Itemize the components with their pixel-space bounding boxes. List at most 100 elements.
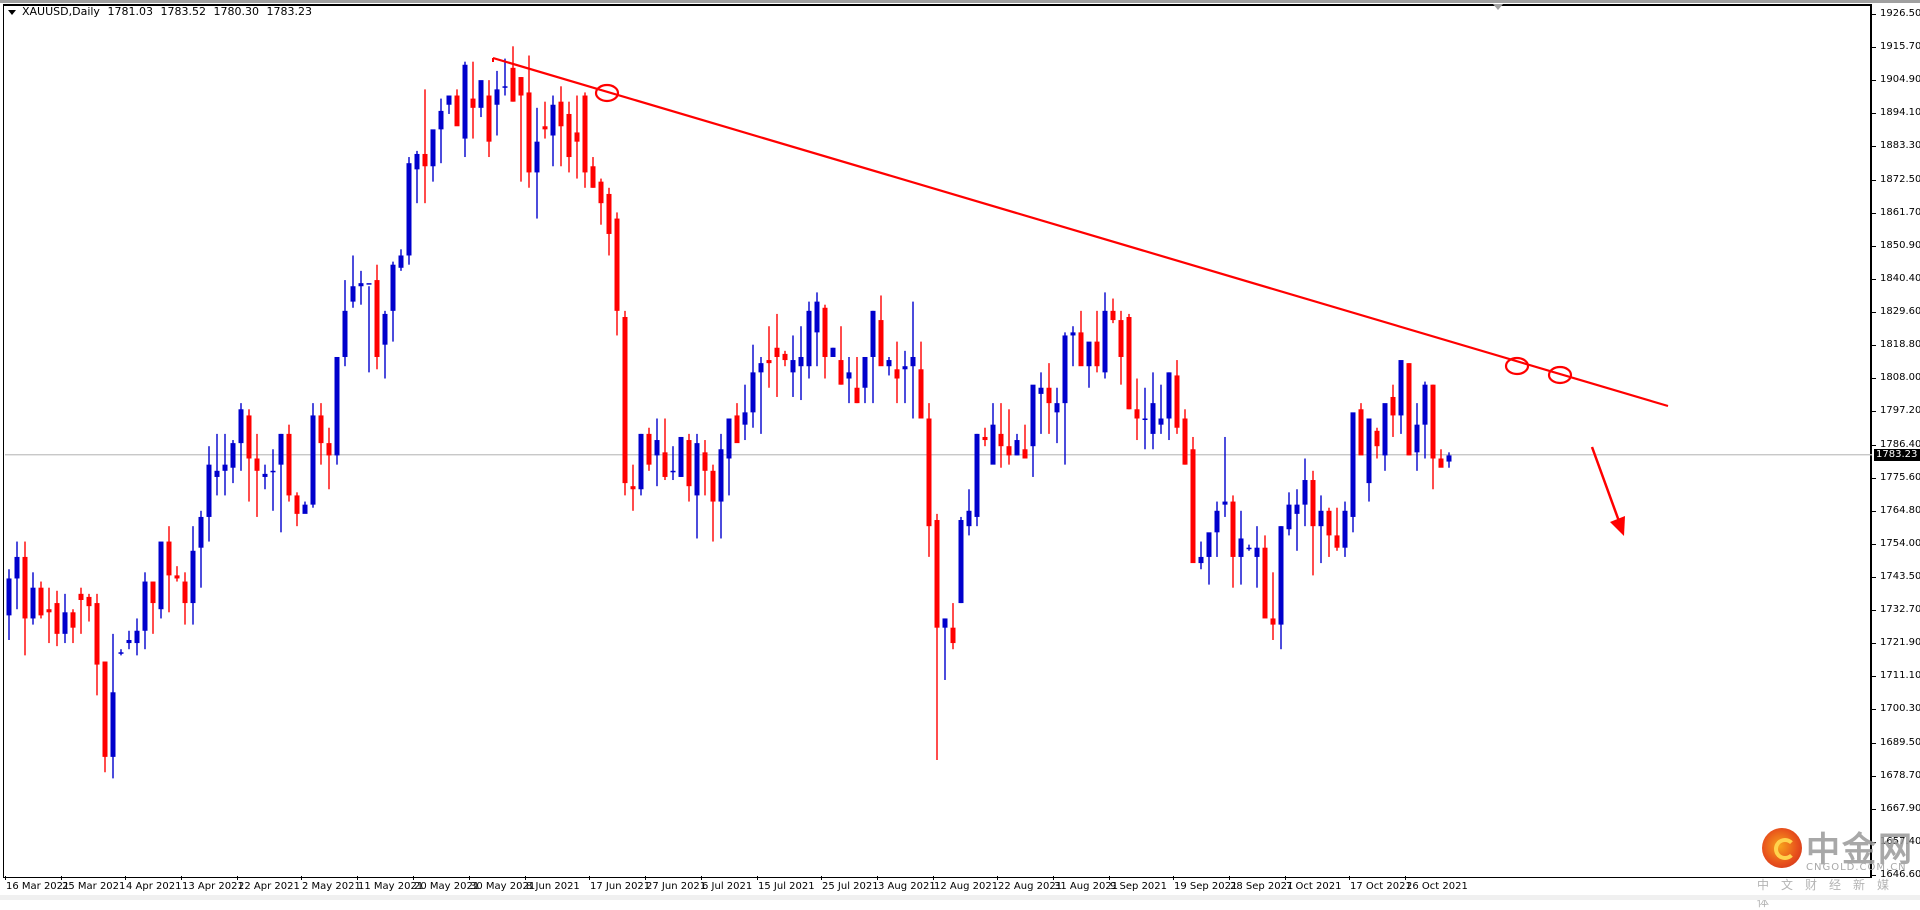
candle[interactable] bbox=[1342, 501, 1348, 557]
candle[interactable] bbox=[558, 86, 564, 167]
candle[interactable] bbox=[526, 55, 532, 188]
candle[interactable] bbox=[854, 356, 860, 404]
candle[interactable] bbox=[38, 581, 44, 619]
candle[interactable] bbox=[750, 344, 756, 428]
candle[interactable] bbox=[14, 541, 20, 610]
candle[interactable] bbox=[534, 107, 540, 219]
candle[interactable] bbox=[374, 264, 380, 370]
candle[interactable] bbox=[254, 433, 260, 517]
candle[interactable] bbox=[1086, 341, 1092, 388]
candle[interactable] bbox=[310, 403, 316, 508]
candle[interactable] bbox=[1390, 384, 1396, 437]
candle[interactable] bbox=[1158, 384, 1164, 434]
candle[interactable] bbox=[1318, 495, 1324, 564]
candle[interactable] bbox=[1046, 363, 1052, 434]
candle[interactable] bbox=[1278, 526, 1284, 650]
candle[interactable] bbox=[782, 350, 788, 367]
candle[interactable] bbox=[1238, 510, 1244, 585]
candle[interactable] bbox=[1070, 326, 1076, 367]
candle[interactable] bbox=[518, 77, 524, 182]
candle[interactable] bbox=[1190, 436, 1196, 564]
candle[interactable] bbox=[510, 46, 516, 102]
dropdown-triangle-icon[interactable] bbox=[8, 9, 16, 15]
candle[interactable] bbox=[990, 403, 996, 465]
candle[interactable] bbox=[470, 61, 476, 139]
candle[interactable] bbox=[1446, 452, 1452, 468]
candle[interactable] bbox=[78, 587, 84, 634]
candle[interactable] bbox=[798, 326, 804, 401]
candle[interactable] bbox=[1270, 572, 1276, 640]
candle[interactable] bbox=[1438, 449, 1444, 468]
candle[interactable] bbox=[998, 403, 1004, 468]
candle[interactable] bbox=[30, 572, 36, 625]
candle[interactable] bbox=[398, 249, 404, 271]
candle[interactable] bbox=[1182, 409, 1188, 465]
candle[interactable] bbox=[22, 541, 28, 656]
candle[interactable] bbox=[1054, 387, 1060, 444]
candle[interactable] bbox=[1142, 387, 1148, 450]
candle[interactable] bbox=[446, 95, 452, 114]
candle[interactable] bbox=[174, 566, 180, 582]
candle[interactable] bbox=[94, 593, 100, 696]
candle[interactable] bbox=[1406, 363, 1412, 456]
candle[interactable] bbox=[654, 418, 660, 487]
candle[interactable] bbox=[62, 593, 68, 644]
candle[interactable] bbox=[1230, 495, 1236, 588]
candle[interactable] bbox=[302, 501, 308, 514]
candle[interactable] bbox=[182, 572, 188, 625]
candle[interactable] bbox=[1430, 384, 1436, 490]
candle[interactable] bbox=[1294, 489, 1300, 551]
candle[interactable] bbox=[630, 464, 636, 511]
candle[interactable] bbox=[598, 178, 604, 225]
candle[interactable] bbox=[1398, 360, 1404, 434]
candle[interactable] bbox=[614, 212, 620, 336]
candle[interactable] bbox=[806, 301, 812, 379]
candle[interactable] bbox=[486, 80, 492, 158]
candle[interactable] bbox=[1374, 427, 1380, 459]
candle[interactable] bbox=[1094, 310, 1100, 373]
candle[interactable] bbox=[422, 89, 428, 204]
candle[interactable] bbox=[942, 618, 948, 680]
candle[interactable] bbox=[1382, 403, 1388, 471]
candle[interactable] bbox=[406, 157, 412, 265]
candle[interactable] bbox=[1350, 412, 1356, 533]
candle[interactable] bbox=[638, 433, 644, 496]
plot-area[interactable] bbox=[3, 4, 1872, 878]
candle[interactable] bbox=[1118, 310, 1124, 385]
candle[interactable] bbox=[1078, 310, 1084, 367]
candle[interactable] bbox=[502, 58, 508, 96]
resistance-trendline[interactable] bbox=[492, 56, 1669, 408]
candle[interactable] bbox=[550, 95, 556, 167]
candle[interactable] bbox=[814, 292, 820, 367]
candle[interactable] bbox=[414, 150, 420, 204]
candle[interactable] bbox=[214, 433, 220, 496]
candle[interactable] bbox=[590, 157, 596, 188]
candle[interactable] bbox=[198, 510, 204, 588]
candle[interactable] bbox=[678, 436, 684, 477]
candle[interactable] bbox=[1102, 292, 1108, 379]
candle[interactable] bbox=[462, 61, 468, 158]
candle[interactable] bbox=[246, 409, 252, 502]
candle[interactable] bbox=[1254, 526, 1260, 588]
candle[interactable] bbox=[1358, 403, 1364, 456]
candle[interactable] bbox=[366, 283, 372, 373]
candle[interactable] bbox=[190, 526, 196, 625]
candle[interactable] bbox=[142, 572, 148, 650]
candle[interactable] bbox=[342, 280, 348, 367]
candle[interactable] bbox=[902, 350, 908, 404]
candle[interactable] bbox=[606, 187, 612, 256]
candle[interactable] bbox=[54, 590, 60, 647]
candle[interactable] bbox=[382, 310, 388, 379]
candle[interactable] bbox=[334, 356, 340, 465]
candle[interactable] bbox=[326, 427, 332, 490]
candle[interactable] bbox=[622, 310, 628, 496]
candle[interactable] bbox=[1014, 433, 1020, 456]
candle[interactable] bbox=[862, 356, 868, 404]
candle[interactable] bbox=[1206, 532, 1212, 585]
candle[interactable] bbox=[542, 101, 548, 139]
candle[interactable] bbox=[966, 489, 972, 536]
candle[interactable] bbox=[838, 326, 844, 385]
candle[interactable] bbox=[1414, 403, 1420, 471]
candle[interactable] bbox=[286, 424, 292, 502]
candle[interactable] bbox=[350, 255, 356, 308]
